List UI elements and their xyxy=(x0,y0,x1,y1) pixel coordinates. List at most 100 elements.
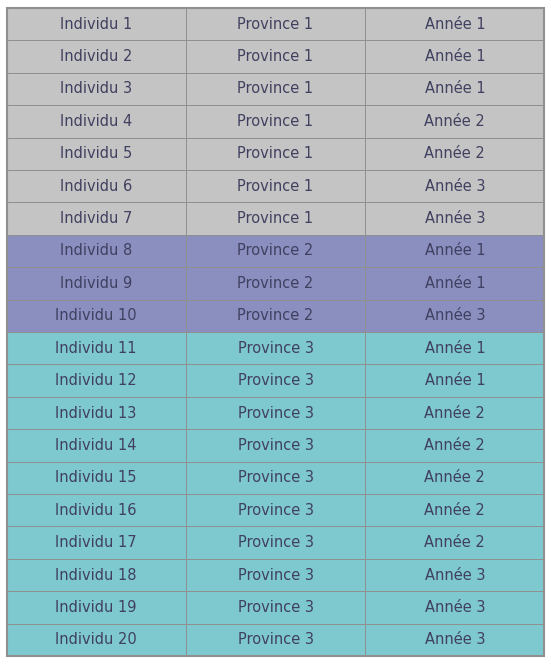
Text: Individu 10: Individu 10 xyxy=(55,308,137,323)
Text: Individu 19: Individu 19 xyxy=(56,600,137,615)
Bar xyxy=(186,591,365,623)
Text: Année 2: Année 2 xyxy=(424,535,485,550)
Text: Individu 15: Individu 15 xyxy=(56,470,137,485)
Text: Individu 18: Individu 18 xyxy=(56,568,137,582)
Bar xyxy=(365,137,544,170)
Bar xyxy=(186,559,365,591)
Bar xyxy=(365,429,544,461)
Bar xyxy=(186,203,365,235)
Text: Année 2: Année 2 xyxy=(424,114,485,129)
Text: Année 1: Année 1 xyxy=(424,49,485,64)
Text: Province 3: Province 3 xyxy=(237,470,314,485)
Text: Province 3: Province 3 xyxy=(237,632,314,647)
Bar xyxy=(186,623,365,656)
Bar xyxy=(365,299,544,332)
Text: Individu 7: Individu 7 xyxy=(60,211,132,226)
Bar xyxy=(186,267,365,299)
Bar xyxy=(7,527,186,559)
Bar xyxy=(365,235,544,267)
Text: Individu 2: Individu 2 xyxy=(60,49,132,64)
Text: Province 2: Province 2 xyxy=(237,276,314,291)
Text: Individu 13: Individu 13 xyxy=(56,406,137,420)
Bar xyxy=(7,429,186,461)
Text: Année 3: Année 3 xyxy=(425,568,485,582)
Text: Province 3: Province 3 xyxy=(237,535,314,550)
Text: Année 2: Année 2 xyxy=(424,406,485,420)
Bar xyxy=(7,591,186,623)
Bar xyxy=(186,494,365,527)
Text: Année 1: Année 1 xyxy=(424,82,485,96)
Bar xyxy=(365,332,544,365)
Text: Province 1: Province 1 xyxy=(237,146,314,161)
Text: Province 2: Province 2 xyxy=(237,244,314,258)
Text: Année 1: Année 1 xyxy=(424,276,485,291)
Text: Année 2: Année 2 xyxy=(424,503,485,518)
Text: Année 3: Année 3 xyxy=(425,211,485,226)
Bar xyxy=(365,527,544,559)
Bar xyxy=(186,8,365,41)
Text: Province 3: Province 3 xyxy=(237,568,314,582)
Text: Année 2: Année 2 xyxy=(424,470,485,485)
Bar xyxy=(7,137,186,170)
Bar xyxy=(365,170,544,203)
Bar xyxy=(7,397,186,429)
Bar xyxy=(365,591,544,623)
Text: Année 1: Année 1 xyxy=(424,244,485,258)
Bar xyxy=(7,41,186,73)
Text: Individu 14: Individu 14 xyxy=(56,438,137,453)
Bar xyxy=(365,41,544,73)
Text: Année 3: Année 3 xyxy=(425,179,485,194)
Text: Individu 6: Individu 6 xyxy=(60,179,132,194)
Text: Province 1: Province 1 xyxy=(237,17,314,32)
Text: Année 3: Année 3 xyxy=(425,632,485,647)
Bar xyxy=(186,397,365,429)
Text: Individu 20: Individu 20 xyxy=(55,632,137,647)
Text: Province 1: Province 1 xyxy=(237,82,314,96)
Text: Province 3: Province 3 xyxy=(237,503,314,518)
Bar xyxy=(186,461,365,494)
Bar xyxy=(7,461,186,494)
Text: Province 3: Province 3 xyxy=(237,341,314,356)
Text: Individu 17: Individu 17 xyxy=(55,535,137,550)
Text: Province 3: Province 3 xyxy=(237,600,314,615)
Text: Année 3: Année 3 xyxy=(425,308,485,323)
Text: Individu 8: Individu 8 xyxy=(60,244,132,258)
Bar xyxy=(365,397,544,429)
Bar xyxy=(186,105,365,137)
Text: Province 1: Province 1 xyxy=(237,49,314,64)
Bar xyxy=(186,41,365,73)
Text: Année 1: Année 1 xyxy=(424,341,485,356)
Text: Année 3: Année 3 xyxy=(425,600,485,615)
Text: Individu 1: Individu 1 xyxy=(60,17,132,32)
Bar xyxy=(7,235,186,267)
Bar xyxy=(7,8,186,41)
Text: Individu 12: Individu 12 xyxy=(55,373,137,388)
Bar xyxy=(7,365,186,397)
Text: Individu 5: Individu 5 xyxy=(60,146,132,161)
Text: Année 2: Année 2 xyxy=(424,146,485,161)
Text: Province 3: Province 3 xyxy=(237,438,314,453)
Bar xyxy=(186,332,365,365)
Text: Individu 3: Individu 3 xyxy=(60,82,132,96)
Bar xyxy=(7,623,186,656)
Bar xyxy=(7,332,186,365)
Bar xyxy=(7,299,186,332)
Text: Province 1: Province 1 xyxy=(237,179,314,194)
Text: Individu 4: Individu 4 xyxy=(60,114,132,129)
Bar xyxy=(365,105,544,137)
Bar xyxy=(365,73,544,105)
Bar xyxy=(186,527,365,559)
Text: Individu 11: Individu 11 xyxy=(56,341,137,356)
Bar xyxy=(365,8,544,41)
Bar xyxy=(365,203,544,235)
Text: Individu 9: Individu 9 xyxy=(60,276,132,291)
Bar xyxy=(365,559,544,591)
Bar xyxy=(7,105,186,137)
Text: Année 1: Année 1 xyxy=(424,373,485,388)
Text: Province 2: Province 2 xyxy=(237,308,314,323)
Bar xyxy=(7,267,186,299)
Bar xyxy=(186,137,365,170)
Text: Province 1: Province 1 xyxy=(237,114,314,129)
Bar xyxy=(7,73,186,105)
Text: Province 3: Province 3 xyxy=(237,406,314,420)
